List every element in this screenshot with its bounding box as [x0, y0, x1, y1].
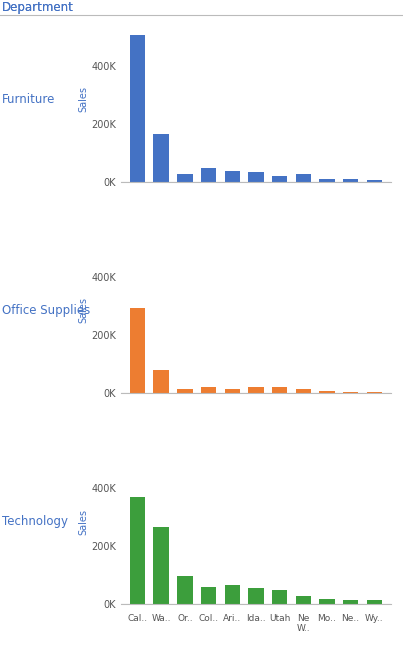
Bar — [154, 135, 169, 182]
Bar — [367, 392, 382, 393]
Bar — [295, 389, 311, 393]
Bar — [154, 527, 169, 604]
Bar — [272, 176, 287, 182]
Bar — [130, 497, 145, 604]
Text: Technology: Technology — [2, 515, 68, 528]
Bar — [177, 174, 193, 182]
Bar — [272, 590, 287, 604]
Bar — [130, 307, 145, 393]
Bar — [319, 179, 334, 182]
Bar — [319, 599, 334, 604]
Y-axis label: Sales: Sales — [79, 86, 88, 112]
Bar — [343, 179, 358, 182]
Bar — [248, 173, 264, 182]
Text: Department: Department — [2, 1, 74, 15]
Bar — [295, 173, 311, 182]
Bar — [201, 586, 216, 604]
Bar — [272, 387, 287, 393]
Bar — [295, 596, 311, 604]
Bar — [130, 35, 145, 182]
Bar — [177, 390, 193, 393]
Bar — [224, 171, 240, 182]
Text: Office Supplies: Office Supplies — [2, 304, 90, 317]
Bar — [224, 585, 240, 604]
Bar — [201, 168, 216, 182]
Bar — [343, 600, 358, 604]
Bar — [177, 576, 193, 604]
Text: Department: Department — [2, 1, 74, 15]
Bar — [224, 388, 240, 393]
Y-axis label: Sales: Sales — [79, 509, 88, 535]
Bar — [154, 371, 169, 393]
Bar — [343, 392, 358, 393]
Bar — [248, 388, 264, 393]
Bar — [367, 600, 382, 604]
Bar — [319, 390, 334, 393]
Text: Furniture: Furniture — [2, 93, 55, 106]
Bar — [248, 588, 264, 604]
Bar — [367, 180, 382, 182]
Bar — [201, 386, 216, 393]
Y-axis label: Sales: Sales — [79, 297, 88, 323]
